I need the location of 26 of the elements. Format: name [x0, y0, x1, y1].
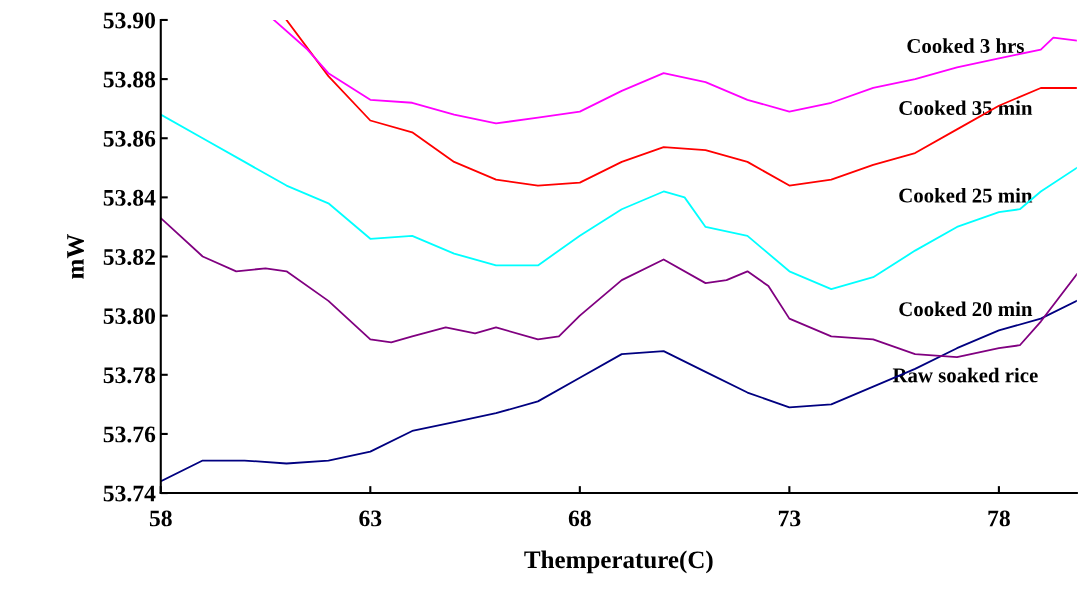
x-tick-label: 58: [149, 510, 172, 527]
x-tick-label: 78: [988, 510, 1010, 527]
line-series: [160, 113, 1077, 290]
y-tick-label: 53.80: [103, 308, 156, 325]
series-label: Cooked 25 min: [899, 187, 1033, 203]
y-tick-label: 53.88: [103, 71, 156, 88]
y-tick-label: 53.76: [103, 426, 156, 443]
line-series: [160, 217, 1077, 358]
y-tick-label: 53.90: [103, 12, 156, 29]
x-tick-label: 68: [568, 510, 591, 527]
line-series: [160, 299, 1077, 483]
y-tick-label: 53.84: [103, 189, 156, 206]
y-axis-title: mW: [67, 234, 84, 279]
y-tick-label: 53.82: [103, 249, 155, 266]
x-tick-label: 63: [359, 510, 382, 527]
y-tick-label: 53.74: [103, 485, 156, 502]
x-axis-title: Themperature(C): [524, 550, 713, 574]
x-tick-label: 73: [778, 510, 801, 527]
series-label: Cooked 20 min: [899, 301, 1033, 317]
line-series: [273, 19, 1077, 125]
series-label: Cooked 3 hrs: [907, 38, 1024, 53]
line-series: [285, 19, 1077, 187]
y-tick-label: 53.78: [103, 367, 156, 384]
y-tick-label: 53.86: [103, 130, 156, 147]
series-label: Raw soaked rice: [892, 367, 1038, 383]
series-label: Cooked 35 min: [899, 100, 1033, 116]
